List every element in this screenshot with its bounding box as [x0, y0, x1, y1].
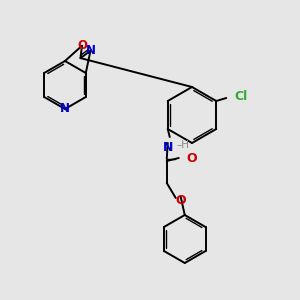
- Text: O: O: [176, 194, 186, 208]
- Text: –H: –H: [177, 140, 190, 150]
- Text: N: N: [85, 44, 95, 57]
- Text: Cl: Cl: [234, 89, 248, 103]
- Text: O: O: [187, 152, 197, 164]
- Text: N: N: [163, 141, 173, 154]
- Text: N: N: [60, 103, 70, 116]
- Text: O: O: [77, 39, 87, 52]
